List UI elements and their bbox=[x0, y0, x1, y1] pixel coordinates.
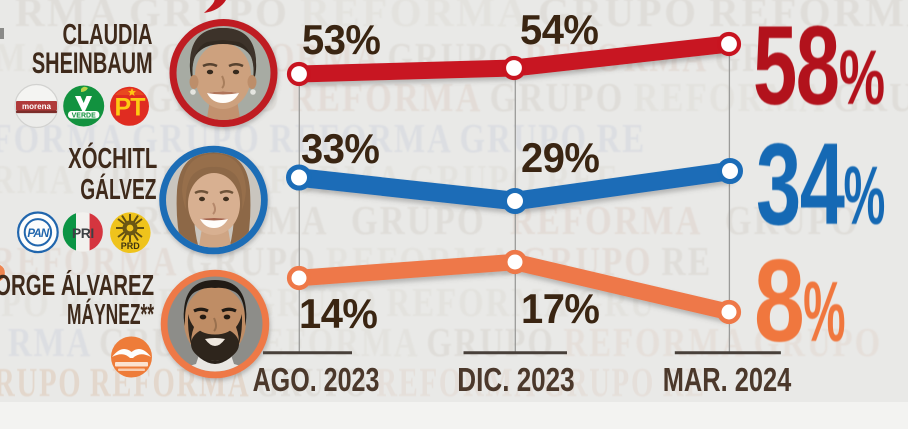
svg-text:PT: PT bbox=[115, 94, 146, 122]
svg-text:morena: morena bbox=[22, 102, 51, 111]
svg-text:PAN: PAN bbox=[27, 228, 50, 240]
svg-text:PRI: PRI bbox=[72, 225, 94, 241]
svg-text:VERDE: VERDE bbox=[72, 112, 96, 119]
svg-text:PRD: PRD bbox=[121, 241, 141, 251]
